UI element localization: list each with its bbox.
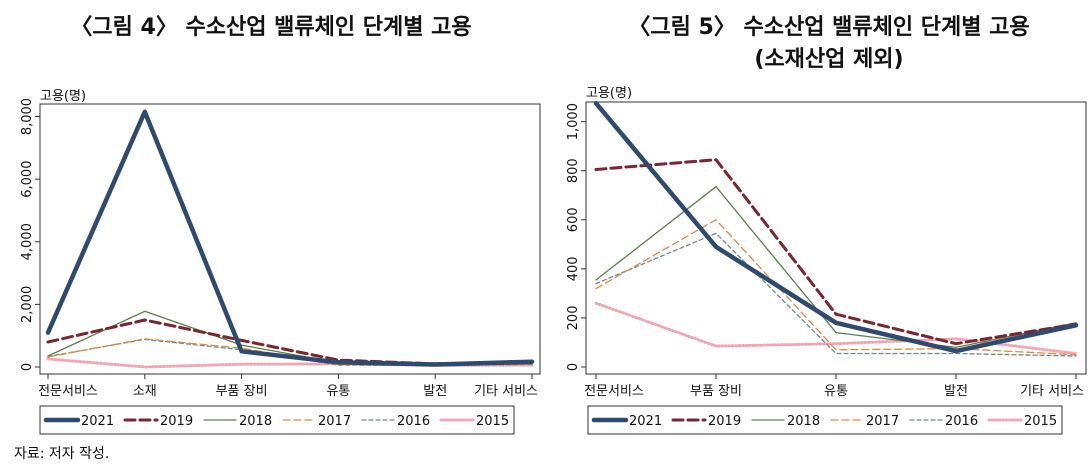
- y-tick-label: 400: [566, 256, 581, 281]
- x-tick-label: 부품 장비: [690, 384, 742, 399]
- chart-1-series-lines: [45, 109, 535, 369]
- x-tick-label: 부품 장비: [216, 384, 268, 399]
- chart-1-plot-frame: [39, 103, 541, 375]
- legend-label-2021: 2021: [81, 414, 114, 429]
- y-tick-label: 200: [566, 306, 581, 331]
- legend-label-2015: 2015: [1024, 414, 1057, 429]
- legend-label-2016: 2016: [945, 414, 978, 429]
- x-tick-label: 기타 서비스: [474, 384, 538, 399]
- x-tick-label: 전문서비스: [38, 384, 98, 399]
- chart-2-title: 〈그림 5〉 수소산업 밸류체인 단계별 고용: [628, 15, 1029, 40]
- legend-label-2018: 2018: [787, 414, 820, 429]
- legend-label-2019: 2019: [160, 414, 193, 429]
- y-tick-label: 600: [566, 207, 581, 232]
- y-tick-label: 800: [566, 158, 581, 183]
- chart-2: 〈그림 5〉 수소산업 밸류체인 단계별 고용 (소재산업 제외) 고용(명) …: [566, 15, 1087, 435]
- chart-1: 〈그림 4〉 수소산업 밸류체인 단계별 고용 고용(명) 0 2,000 4,00…: [20, 15, 541, 435]
- chart-2-y-ticks: 0 200 400 600 800 1,000: [566, 103, 586, 371]
- series-line-2015: [594, 301, 1078, 355]
- x-tick-label: 전문서비스: [584, 384, 644, 399]
- source-note: 자료: 저자 작성.: [14, 446, 109, 462]
- y-tick-label: 4,000: [20, 223, 35, 260]
- chart-2-series-lines: [593, 100, 1079, 357]
- series-line-2016: [47, 338, 533, 367]
- chart-1-y-ticks: 0 2,000 4,000 6,000 8,000: [20, 98, 40, 371]
- legend-label-2018: 2018: [239, 414, 272, 429]
- series-line-2016: [595, 232, 1077, 357]
- x-tick-label: 기타 서비스: [1020, 384, 1084, 399]
- x-tick-label: 발전: [423, 384, 447, 399]
- chart-1-title: 〈그림 4〉 수소산업 밸류체인 단계별 고용: [70, 15, 471, 40]
- y-tick-label: 1,000: [566, 103, 581, 140]
- chart-1-x-ticks: 전문서비스 소재 부품 장비 유통 발전 기타 서비스: [38, 374, 538, 399]
- legend-label-2016: 2016: [397, 414, 430, 429]
- x-tick-label: 유통: [326, 384, 350, 399]
- series-line-2017: [595, 219, 1077, 356]
- chart-2-subtitle: (소재산업 제외): [754, 47, 903, 72]
- series-line-2018: [595, 186, 1077, 349]
- chart-1-legend-entries: 2021 2019 2018 2017 2016 2015: [43, 414, 509, 429]
- legend-label-2017: 2017: [866, 414, 899, 429]
- series-line-2021: [45, 109, 535, 367]
- chart-1-legend: [39, 405, 515, 435]
- legend-label-2015: 2015: [476, 414, 509, 429]
- x-tick-label: 발전: [944, 384, 968, 399]
- series-line-2021: [593, 100, 1079, 354]
- y-tick-label: 6,000: [20, 161, 35, 198]
- y-tick-label: 0: [566, 363, 581, 371]
- x-tick-label: 유통: [824, 384, 848, 399]
- x-tick-label: 소재: [133, 384, 157, 399]
- chart-2-x-ticks: 전문서비스 부품 장비 유통 발전 기타 서비스: [584, 374, 1084, 399]
- chart-2-y-axis-label: 고용(명): [586, 86, 632, 101]
- legend-label-2021: 2021: [629, 414, 662, 429]
- chart-2-legend: [587, 405, 1063, 435]
- legend-label-2019: 2019: [708, 414, 741, 429]
- chart-1-y-axis-label: 고용(명): [40, 89, 86, 104]
- y-tick-label: 2,000: [20, 286, 35, 323]
- series-line-2017: [47, 338, 533, 366]
- legend-label-2017: 2017: [318, 414, 351, 429]
- y-tick-label: 0: [20, 363, 35, 371]
- y-tick-label: 8,000: [20, 98, 35, 135]
- series-line-2019: [594, 158, 1078, 346]
- chart-2-legend-entries: 2021 2019 2018 2017 2016 2015: [591, 414, 1057, 429]
